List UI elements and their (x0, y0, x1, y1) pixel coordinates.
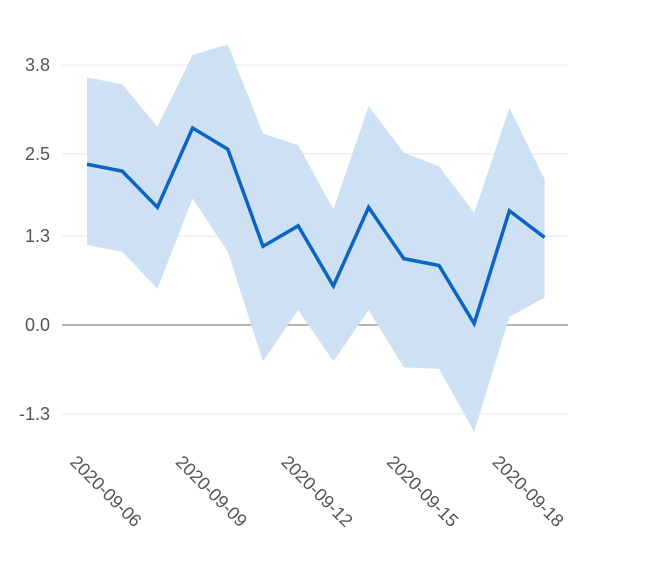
y-tick-label: 3.8 (25, 55, 50, 75)
series-line (86, 125, 546, 328)
x-axis: 2020-09-06 2020-09-09 2020-09-12 2020-09-15… (66, 452, 568, 531)
y-tick-label: -1.3 (19, 404, 50, 424)
y-tick-label: 2.5 (25, 144, 50, 164)
x-tick-label: 2020-09-18 (489, 452, 568, 531)
x-tick-label: 2020-09-15 (383, 452, 462, 531)
y-axis: 3.8 2.5 1.3 0.0 -1.3 (19, 55, 50, 424)
x-tick-label: 2020-09-06 (66, 452, 145, 531)
y-tick-label: 0.0 (25, 315, 50, 335)
y-tick-label: 1.3 (25, 226, 50, 246)
confidence-band (87, 44, 545, 432)
x-tick-label: 2020-09-12 (277, 452, 356, 531)
x-tick-label: 2020-09-09 (172, 452, 251, 531)
